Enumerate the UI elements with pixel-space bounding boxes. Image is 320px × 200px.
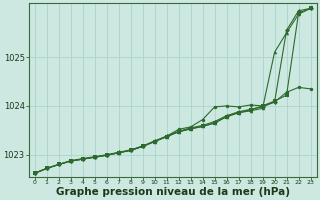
- X-axis label: Graphe pression niveau de la mer (hPa): Graphe pression niveau de la mer (hPa): [56, 187, 290, 197]
